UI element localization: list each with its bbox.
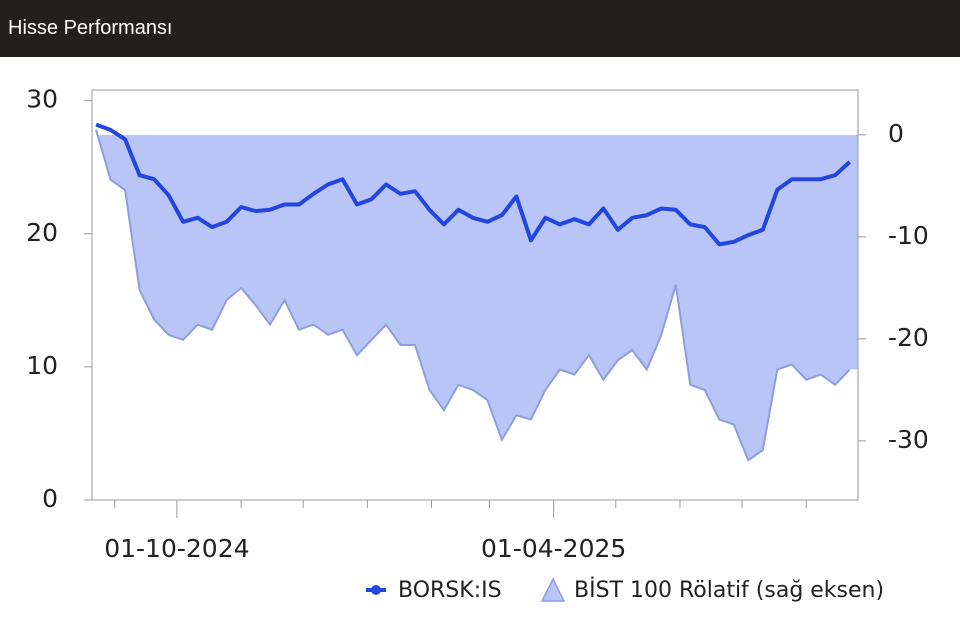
y-tick-label: 10 [26,351,58,380]
area [96,129,859,461]
y-tick-label: 30 [26,85,58,114]
y2-tick-label: -30 [888,425,929,454]
legend-dot [371,585,381,595]
legend-label: BORSK:IS [398,578,502,603]
line [95,122,852,247]
header: Hisse Performansı [0,0,960,57]
x-tick-label: 01-10-2024 [104,534,249,563]
legend-area [540,577,566,602]
chart-title: Hisse Performansı [8,17,173,39]
x-tick-label: 01-04-2025 [481,534,626,563]
plot-frame [91,89,859,501]
area-edge [95,129,851,462]
legend-label: BİST 100 Rölatif (sağ eksen) [574,577,884,603]
y2-tick-label: -10 [888,221,929,250]
y-tick-label: 20 [26,218,58,247]
y-tick-label: 0 [42,484,58,513]
y2-tick-label: -20 [888,323,929,352]
y2-tick-label: 0 [888,119,904,148]
